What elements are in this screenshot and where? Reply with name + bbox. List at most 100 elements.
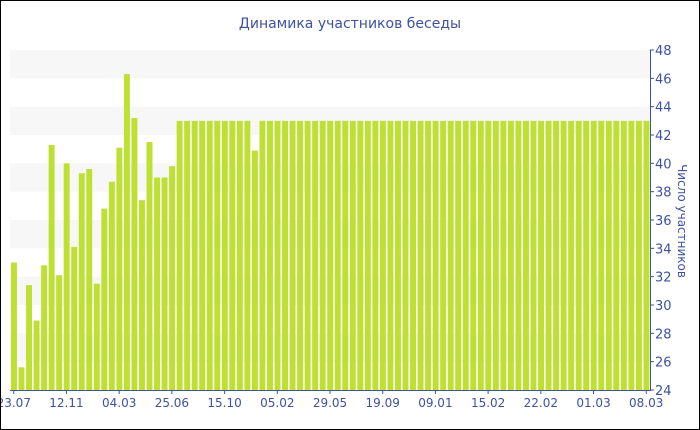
bar — [319, 120, 326, 390]
bar — [26, 285, 32, 390]
x-tick-label: 05.02 — [260, 396, 294, 410]
bar — [139, 200, 145, 390]
bar — [93, 283, 100, 390]
x-axis: 23.07 12.11 04.03 25.06 15.10 05.02 29.05 19.09… — [1, 390, 663, 410]
x-tick-label: 19.09 — [366, 396, 400, 410]
bar — [18, 367, 25, 390]
y-tick-label: 34 — [655, 242, 672, 257]
bar — [191, 120, 198, 390]
x-tick-label: 23.07 — [1, 396, 31, 410]
x-tick-label: 29.05 — [313, 396, 347, 410]
bar — [620, 120, 627, 390]
bar — [628, 120, 635, 390]
bar — [342, 120, 349, 390]
bar — [48, 144, 55, 390]
grid-band — [10, 50, 650, 79]
bar — [440, 120, 447, 390]
bar — [327, 120, 334, 390]
bar — [214, 120, 221, 390]
bar — [470, 120, 477, 390]
y-tick-label: 42 — [655, 129, 672, 144]
bar — [33, 320, 40, 390]
bar — [379, 120, 386, 390]
chart-title: Динамика участников беседы — [239, 16, 461, 32]
y-tick-label: 32 — [655, 271, 672, 286]
bar — [349, 120, 356, 390]
x-tick-label: 25.06 — [155, 396, 189, 410]
bar — [86, 169, 93, 390]
bar — [432, 120, 439, 390]
bar — [402, 120, 409, 390]
bar — [251, 150, 258, 390]
x-tick-label: 01.03 — [576, 396, 610, 410]
bar — [387, 120, 394, 390]
bar — [643, 120, 650, 390]
y-axis: 24 26 28 30 32 34 36 38 40 42 44 46 48 — [650, 44, 672, 399]
bar — [515, 120, 522, 390]
bar — [101, 208, 108, 390]
bar — [221, 120, 228, 390]
bar — [146, 142, 153, 390]
x-tick-label: 12.11 — [49, 396, 83, 410]
bar — [206, 120, 213, 390]
y-tick-label: 38 — [655, 186, 672, 201]
bar — [410, 120, 416, 390]
bar — [538, 120, 544, 390]
y-tick-label: 30 — [655, 299, 672, 314]
bar — [507, 120, 514, 390]
bar — [176, 120, 183, 390]
bar — [583, 120, 590, 390]
bar — [590, 120, 597, 390]
bar — [161, 177, 168, 390]
x-tick-label: 15.02 — [471, 396, 505, 410]
x-tick-label: 09.01 — [418, 396, 452, 410]
bar — [568, 120, 575, 390]
bar — [492, 120, 499, 390]
bar — [259, 120, 266, 390]
bar — [372, 120, 379, 390]
y-tick-label: 36 — [655, 214, 672, 229]
y-tick-label: 28 — [655, 327, 672, 342]
bar — [575, 120, 582, 390]
bar — [282, 120, 288, 390]
bar — [267, 120, 273, 390]
bar — [462, 120, 469, 390]
x-tick-label: 08.03 — [629, 396, 663, 410]
bar — [116, 147, 123, 390]
bar — [477, 120, 484, 390]
bar — [71, 246, 78, 390]
bar — [395, 120, 401, 390]
y-tick-label: 44 — [655, 101, 672, 116]
y-tick-label: 48 — [655, 44, 672, 59]
bar — [312, 120, 319, 390]
x-tick-label: 04.03 — [102, 396, 136, 410]
y-tick-label: 46 — [655, 72, 672, 87]
bar — [304, 120, 311, 390]
bar — [455, 120, 462, 390]
y-axis-label: Число участников — [675, 164, 689, 278]
bar — [11, 262, 17, 390]
bar — [78, 173, 85, 390]
bar — [236, 120, 243, 390]
bar — [425, 120, 432, 390]
bar — [123, 74, 130, 390]
bar — [274, 120, 281, 390]
bar — [41, 265, 48, 390]
bar — [229, 120, 236, 390]
bars — [11, 74, 650, 390]
y-tick-label: 26 — [655, 356, 672, 371]
bar — [447, 120, 454, 390]
bar — [560, 120, 567, 390]
bar — [154, 177, 160, 390]
bar — [244, 120, 251, 390]
bar — [364, 120, 371, 390]
bar — [635, 120, 642, 390]
bar — [530, 120, 537, 390]
bar — [598, 120, 605, 390]
bar — [417, 120, 424, 390]
bar — [108, 181, 115, 390]
bar — [553, 120, 560, 390]
bar — [523, 120, 529, 390]
